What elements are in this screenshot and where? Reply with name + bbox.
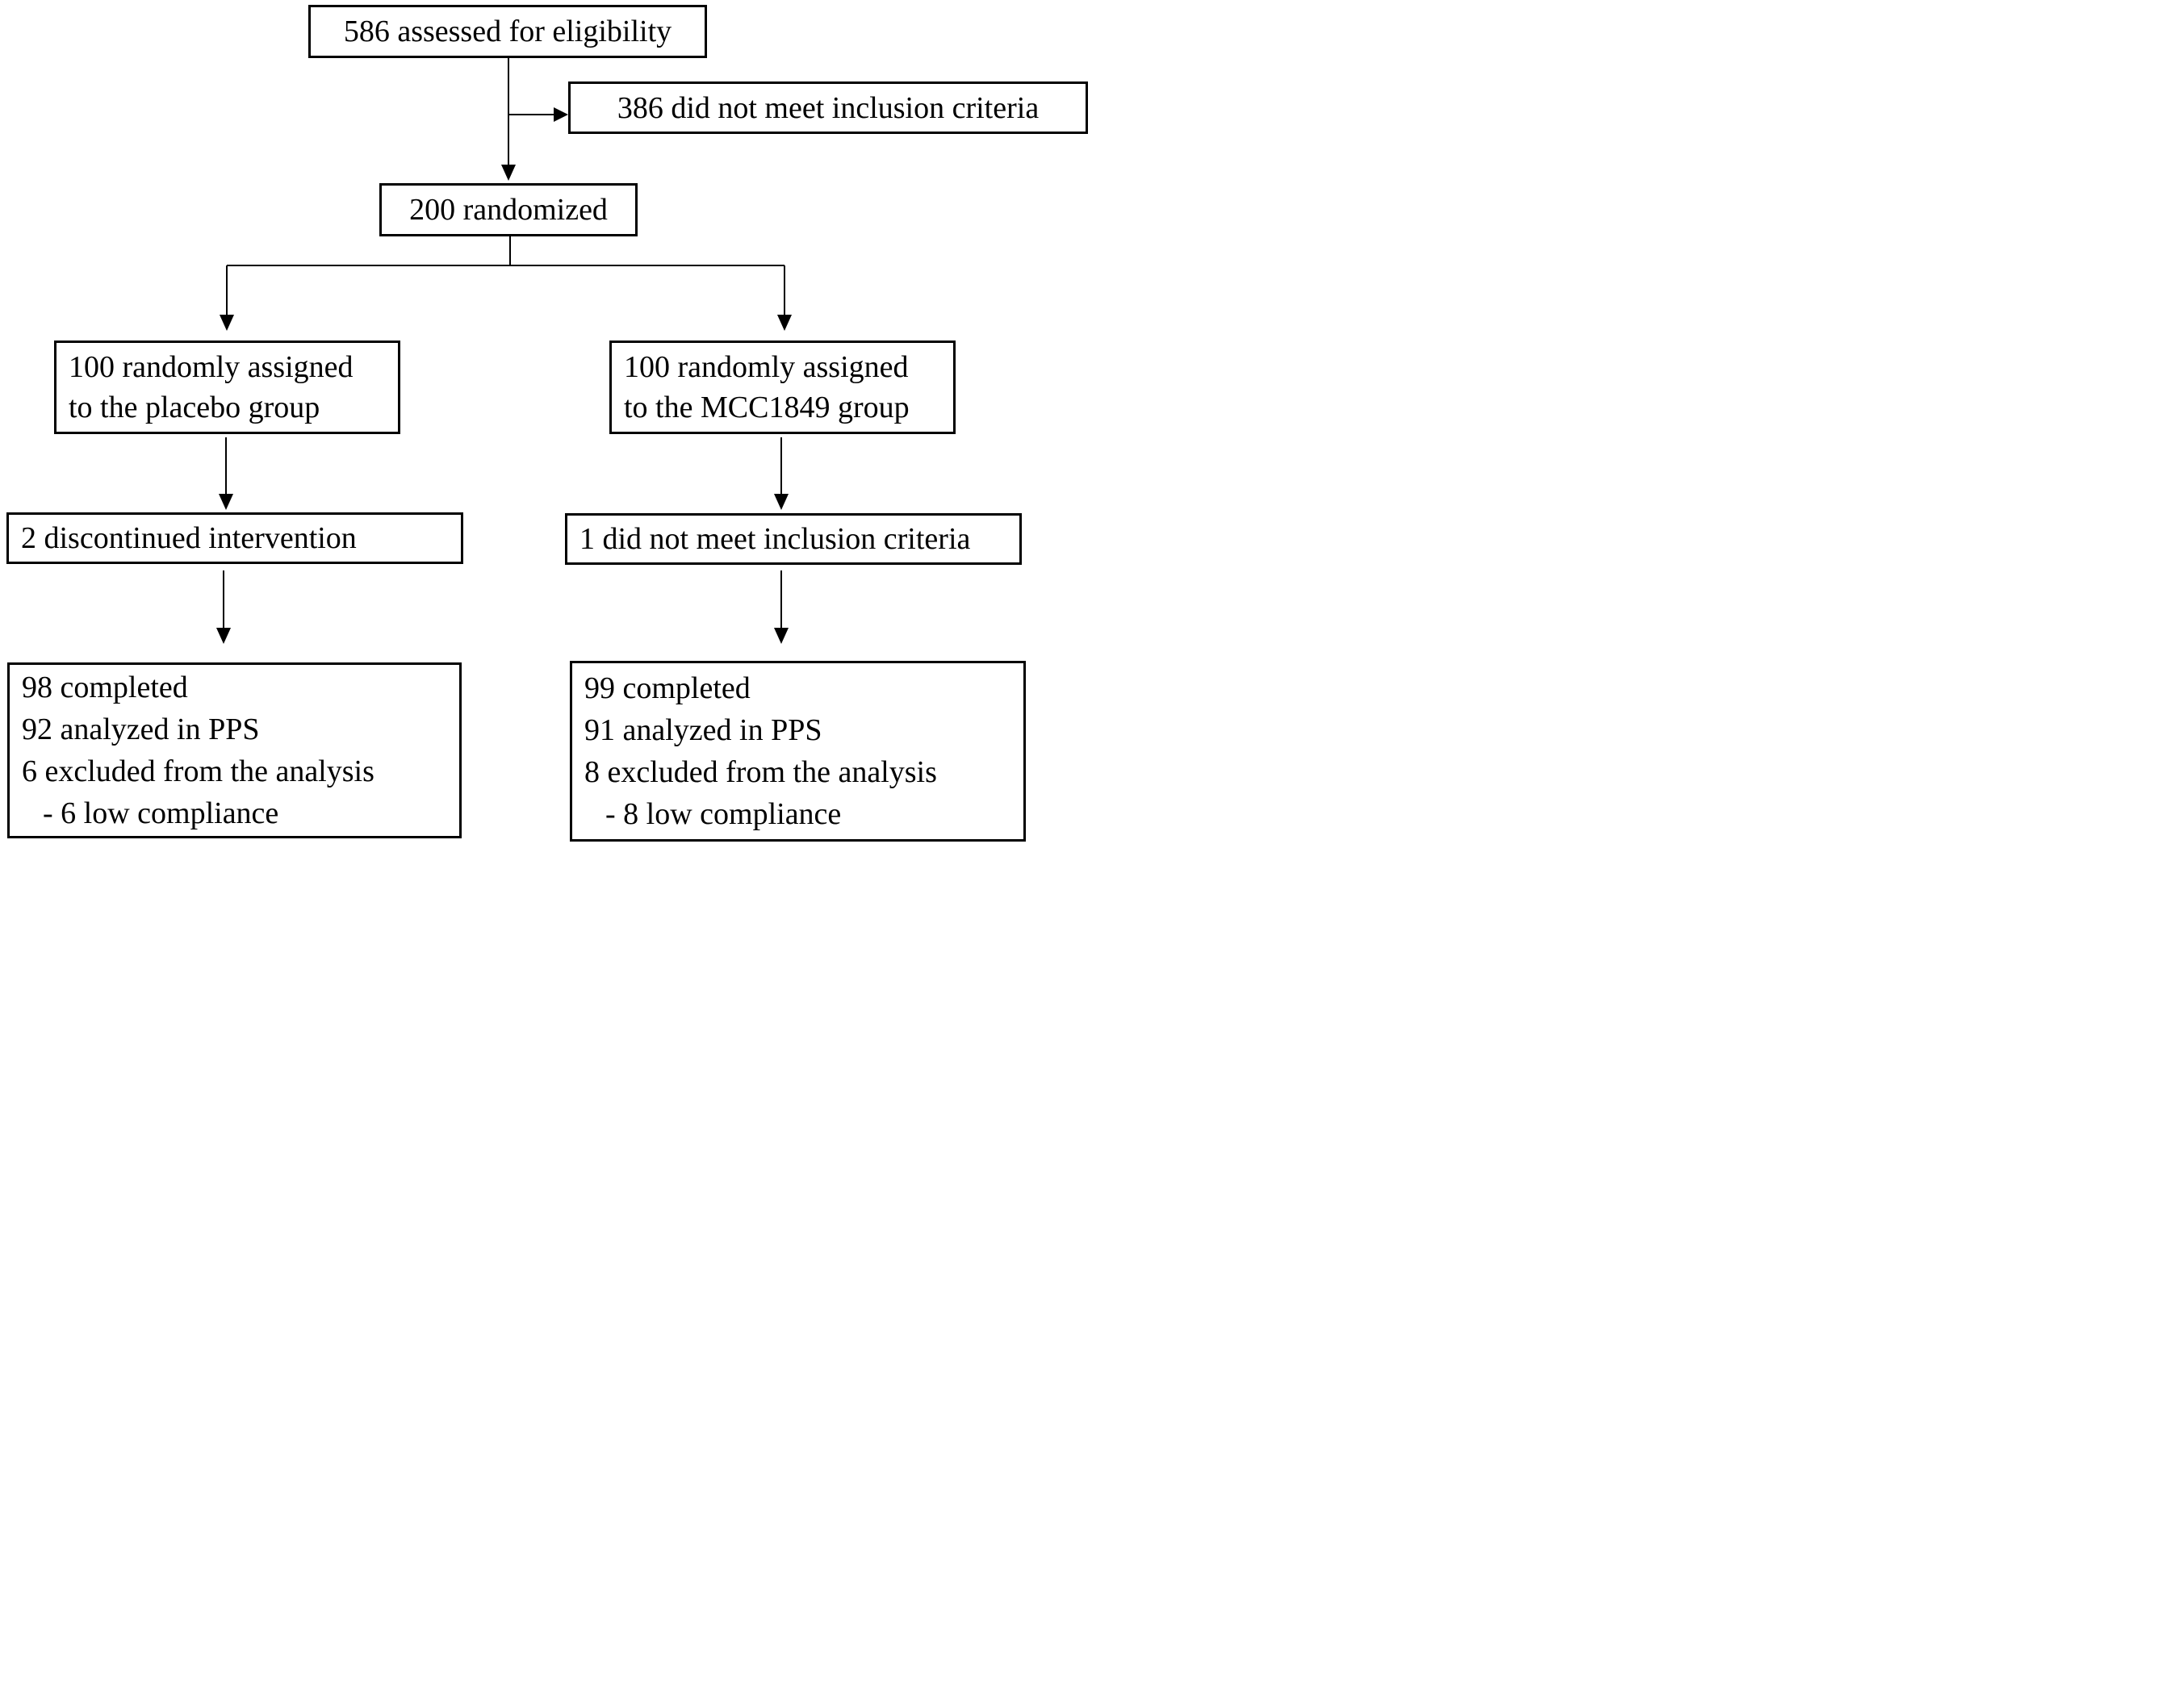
arrowhead-down-to-placebo-outcome-icon (216, 628, 231, 644)
placebo-group-line-1: 100 randomly assigned (69, 350, 354, 384)
flow-box-placebo-group: 100 randomly assigned to the placebo gro… (54, 341, 400, 434)
mcc1849-outcome-completed: 99 completed (584, 671, 751, 705)
placebo-outcome-analyzed: 92 analyzed in PPS (22, 712, 260, 746)
flow-box-randomized: 200 randomized (379, 183, 638, 236)
arrowhead-down-to-randomized-icon (501, 165, 516, 181)
flow-box-placebo-outcome: 98 completed 92 analyzed in PPS 6 exclud… (7, 662, 462, 838)
not-included-386-text: 386 did not meet inclusion criteria (617, 90, 1040, 125)
flow-box-did-not-meet-inclusion-1: 1 did not meet inclusion criteria (565, 513, 1022, 565)
consort-flow-diagram: 586 assessed for eligibility 386 did not… (0, 0, 1092, 844)
discontinued-text: 2 discontinued intervention (21, 521, 357, 555)
assessed-text: 586 assessed for eligibility (343, 15, 672, 48)
arrowhead-right-to-excluded-icon (554, 107, 568, 122)
arrowhead-down-to-placebo-group-icon (220, 315, 234, 331)
flow-box-mcc1849-group: 100 randomly assigned to the MCC1849 gro… (609, 341, 956, 434)
mcc1849-outcome-low-compliance: - 8 low compliance (605, 797, 842, 831)
placebo-outcome-completed: 98 completed (22, 671, 188, 704)
flow-box-assessed-for-eligibility: 586 assessed for eligibility (308, 5, 707, 58)
mcc1849-group-line-2: to the MCC1849 group (624, 391, 910, 424)
mcc1849-outcome-analyzed: 91 analyzed in PPS (584, 713, 822, 747)
mcc1849-outcome-excluded: 8 excluded from the analysis (584, 755, 937, 789)
mcc1849-group-line-1: 100 randomly assigned (624, 350, 909, 384)
arrowhead-down-to-discontinued-icon (219, 494, 233, 510)
placebo-outcome-excluded: 6 excluded from the analysis (22, 754, 374, 788)
randomized-text: 200 randomized (409, 193, 608, 227)
placebo-outcome-low-compliance: - 6 low compliance (43, 796, 279, 830)
flow-connectors (216, 58, 792, 644)
not-included-1-text: 1 did not meet inclusion criteria (579, 522, 971, 556)
placebo-group-line-2: to the placebo group (69, 391, 320, 424)
flow-box-did-not-meet-inclusion-386: 386 did not meet inclusion criteria (568, 81, 1088, 134)
flow-box-mcc1849-outcome: 99 completed 91 analyzed in PPS 8 exclud… (570, 661, 1026, 842)
arrowhead-down-to-not-included-icon (774, 494, 789, 510)
flow-box-discontinued-intervention: 2 discontinued intervention (6, 512, 463, 564)
arrowhead-down-to-mcc1849-group-icon (777, 315, 792, 331)
arrowhead-down-to-mcc1849-outcome-icon (774, 628, 789, 644)
